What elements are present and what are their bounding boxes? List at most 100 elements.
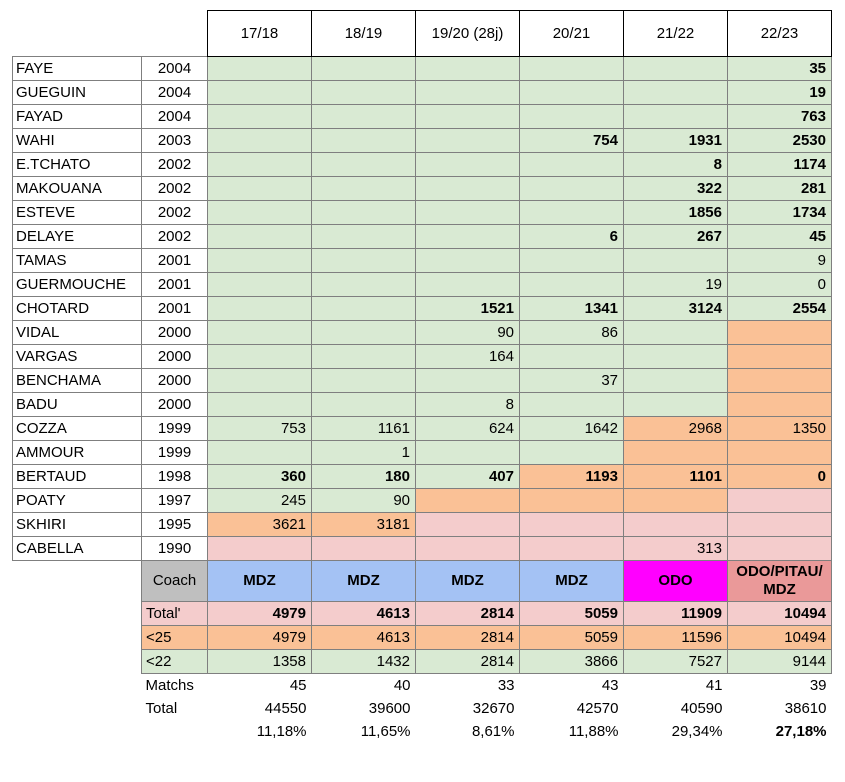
footer-cell: 29,34%: [671, 722, 723, 740]
minutes-cell: 322: [623, 176, 728, 201]
minutes-cell: [727, 368, 832, 393]
birth-year: 2002: [141, 200, 208, 225]
minutes-cell: [519, 488, 624, 513]
totals-label: <25: [141, 625, 208, 650]
minutes-cell: [311, 176, 416, 201]
minutes-cell: [415, 104, 520, 129]
minutes-cell: [207, 176, 312, 201]
minutes-cell: [311, 104, 416, 129]
minutes-cell: [415, 56, 520, 81]
blank-cell: [13, 674, 142, 698]
footer-label: Total: [145, 699, 178, 717]
minutes-cell: [727, 512, 832, 537]
minutes-cell: 2554: [727, 296, 832, 321]
minutes-cell: 1350: [727, 416, 832, 441]
season-header: 22/23: [727, 10, 832, 57]
totals-cell: 2814: [415, 649, 520, 674]
footer-cell: 39: [809, 676, 827, 694]
footer-cell: 33: [497, 676, 515, 694]
minutes-cell: [207, 344, 312, 369]
player-name: BERTAUD: [12, 464, 142, 489]
minutes-cell: 1193: [519, 464, 624, 489]
player-row: FAYAD 2004 763: [12, 104, 832, 129]
season-header: 21/22: [623, 10, 728, 57]
minutes-cell: 753: [207, 416, 312, 441]
minutes-cell: [207, 320, 312, 345]
minutes-cell: [519, 104, 624, 129]
totals-row: <22 1358 1432 2814 3866 7527 9144: [13, 649, 832, 674]
minutes-cell: [207, 56, 312, 81]
minutes-cell: 19: [727, 80, 832, 105]
totals-cell: 4613: [311, 625, 416, 650]
coach-row: Coach MDZ MDZ MDZ MDZ ODO ODO/PITAU/MDZ: [13, 560, 832, 602]
player-name: POATY: [12, 488, 142, 513]
minutes-cell: [207, 104, 312, 129]
birth-year: 2001: [141, 296, 208, 321]
minutes-cell: 3621: [207, 512, 312, 537]
footer-cell: 11,18%: [256, 722, 307, 740]
season-header: 18/19: [311, 10, 416, 57]
minutes-cell: [415, 176, 520, 201]
minutes-cell: [207, 248, 312, 273]
totals-cell: 5059: [519, 601, 624, 626]
totals-cell: 3866: [519, 649, 624, 674]
footer-cell: 41: [705, 676, 723, 694]
corner-blank: [13, 11, 142, 57]
header-row: 17/18 18/19 19/20 (28j) 20/21 21/22 22/23: [13, 10, 832, 57]
minutes-cell: [623, 392, 728, 417]
minutes-cell: 8: [623, 152, 728, 177]
player-name: GUEGUIN: [12, 80, 142, 105]
minutes-cell: [311, 320, 416, 345]
minutes-cell: [311, 80, 416, 105]
birth-year: 1999: [141, 416, 208, 441]
minutes-cell: 1521: [415, 296, 520, 321]
minutes-cell: [623, 320, 728, 345]
minutes-cell: 2530: [727, 128, 832, 153]
minutes-cell: [207, 80, 312, 105]
birth-year: 2004: [141, 104, 208, 129]
birth-year: 1997: [141, 488, 208, 513]
player-row: DELAYE 2002 6 267 45: [12, 224, 832, 249]
minutes-cell: [519, 440, 624, 465]
minutes-cell: 245: [207, 488, 312, 513]
player-row: POATY 1997 245 90: [12, 488, 832, 513]
player-name: MAKOUANA: [12, 176, 142, 201]
minutes-cell: 8: [415, 392, 520, 417]
blank-cell: [13, 626, 142, 650]
minutes-cell: [311, 392, 416, 417]
totals-cell: 1358: [207, 649, 312, 674]
minutes-cell: [415, 536, 520, 561]
blank-cell: [13, 697, 142, 720]
player-name: GUERMOUCHE: [12, 272, 142, 297]
coach-cell: ODO: [623, 560, 728, 602]
birth-year: 1990: [141, 536, 208, 561]
player-name: WAHI: [12, 128, 142, 153]
minutes-cell: 407: [415, 464, 520, 489]
player-row: AMMOUR 1999 1: [12, 440, 832, 465]
minutes-cell: 19: [623, 272, 728, 297]
minutes-cell: [727, 392, 832, 417]
blank-cell: [13, 561, 142, 602]
player-row: BENCHAMA 2000 37: [12, 368, 832, 393]
minutes-cell: 180: [311, 464, 416, 489]
minutes-cell: [311, 536, 416, 561]
minutes-cell: [207, 392, 312, 417]
minutes-cell: [519, 392, 624, 417]
birth-year: 2002: [141, 224, 208, 249]
minutes-cell: 90: [311, 488, 416, 513]
coach-cell: MDZ: [207, 560, 312, 602]
player-name: CABELLA: [12, 536, 142, 561]
player-row: E.TCHATO 2002 8 1174: [12, 152, 832, 177]
player-row: VIDAL 2000 90 86: [12, 320, 832, 345]
coach-cell: MDZ: [519, 560, 624, 602]
player-row: BERTAUD 1998 360 180 407 1193 1101 0: [12, 464, 832, 489]
minutes-cell: [727, 488, 832, 513]
totals-cell: 2814: [415, 601, 520, 626]
minutes-cell: [623, 488, 728, 513]
minutes-cell: [207, 440, 312, 465]
totals-cell: 4613: [311, 601, 416, 626]
minutes-cell: [415, 80, 520, 105]
footer-cell: 45: [289, 676, 307, 694]
minutes-cell: [311, 296, 416, 321]
minutes-cell: [415, 512, 520, 537]
